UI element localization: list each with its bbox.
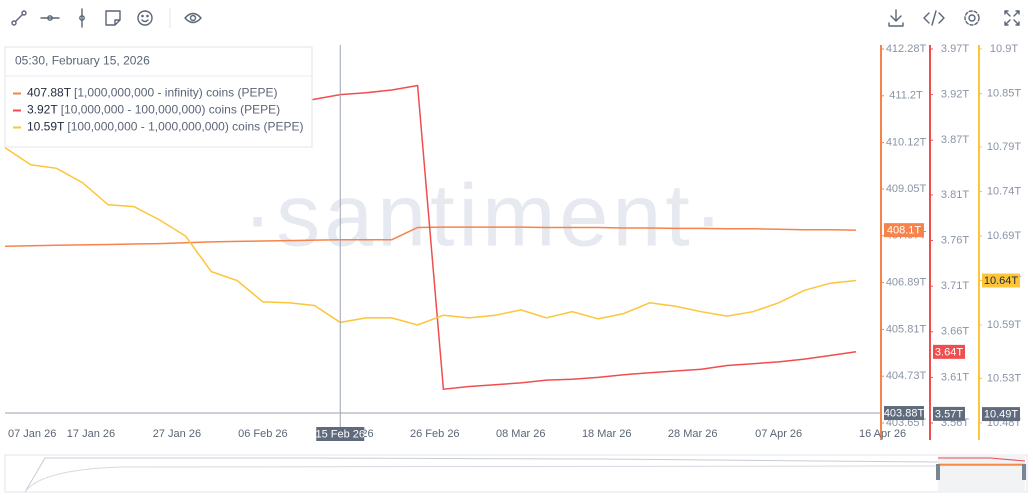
crosshair-x-label: 15 Feb 26 xyxy=(315,428,365,440)
y-tick-label: 3.81T xyxy=(941,189,969,201)
y-tick-label: 412.28T xyxy=(886,43,927,55)
crosshair-value-label: 403.88T xyxy=(884,407,925,419)
last-value-label: 408.1T xyxy=(887,225,922,237)
navigator-frame xyxy=(4,454,1028,493)
embed-button[interactable] xyxy=(923,10,945,26)
series-line xyxy=(4,147,857,326)
settings-button[interactable] xyxy=(964,10,980,26)
tooltip-box xyxy=(4,46,313,148)
y-tick-label: 3.97T xyxy=(941,43,969,55)
x-tick-label: 28 Mar 26 xyxy=(668,428,718,440)
toolbar xyxy=(11,8,1020,28)
series-line xyxy=(4,226,857,247)
y-tick-label: 10.69T xyxy=(987,230,1022,242)
tooltip-value: 407.88T xyxy=(27,86,72,100)
crosshair-value-label-badge xyxy=(982,407,1020,422)
x-tick-label: 08 Mar 26 xyxy=(496,428,546,440)
y-tick-label: 410.12T xyxy=(886,137,927,149)
y-tick-label: 10.59T xyxy=(987,319,1022,331)
y-tick-label: 3.61T xyxy=(941,371,969,383)
y-tick-label: 10.9T xyxy=(990,43,1018,55)
y-tick-label: 3.92T xyxy=(941,89,969,101)
note-tool[interactable] xyxy=(105,10,121,26)
x-tick-label: 16 Apr 26 xyxy=(859,428,906,440)
y-tick-label: 406.89T xyxy=(886,276,927,288)
tooltip-series-name: [100,000,000 - 1,000,000,000) coins (PEP… xyxy=(67,120,303,134)
horizontal-line-tool[interactable] xyxy=(40,15,60,21)
tooltip-row: 3.92T [10,000,000 - 100,000,000) coins (P… xyxy=(27,103,280,117)
fullscreen-button[interactable] xyxy=(1004,10,1020,26)
y-tick-label: 3.71T xyxy=(941,280,969,292)
tooltip-value: 3.92T xyxy=(27,103,58,117)
crosshair-value-label-badge xyxy=(884,406,924,421)
crosshair-value-label: 10.49T xyxy=(984,409,1019,421)
crosshair-value-label: 3.57T xyxy=(935,408,963,420)
tooltip: 05:30, February 15, 2026 407.88T [1,000,00… xyxy=(4,46,313,148)
tooltip-series-name: [1,000,000,000 - infinity) coins (PEPE) xyxy=(74,86,277,100)
tooltip-title: 05:30, February 15, 2026 xyxy=(15,54,150,68)
tooltip-row: 407.88T [1,000,000,000 - infinity) coins … xyxy=(27,86,277,100)
y-tick-label: 411.2T xyxy=(889,90,923,102)
visibility-toggle[interactable] xyxy=(184,12,202,24)
x-tick-label: 27 Jan 26 xyxy=(153,428,201,440)
y-tick-label: 405.81T xyxy=(886,323,927,335)
navigator-line xyxy=(24,465,939,493)
x-tick-label: 17 Jan 26 xyxy=(67,428,115,440)
navigator-handle[interactable] xyxy=(1022,464,1026,480)
y-tick-label: 10.53T xyxy=(987,372,1022,384)
y-tick-label: 10.79T xyxy=(987,141,1022,153)
navigator-line xyxy=(938,457,1026,466)
tooltip-series-name: [10,000,000 - 100,000,000) coins (PEPE) xyxy=(61,103,280,117)
navigator-selection[interactable] xyxy=(938,455,1025,492)
x-tick-label: 18 Mar 26 xyxy=(582,428,632,440)
last-value-label-badge xyxy=(884,223,924,238)
download-button[interactable] xyxy=(888,9,904,27)
y-tick-label: 3.66T xyxy=(941,326,969,338)
crosshair-value-label-badge xyxy=(933,406,965,421)
x-tick-label: 07 Jan 26 xyxy=(8,428,56,440)
tooltip-value: 10.59T xyxy=(27,120,65,134)
emoji-tool[interactable] xyxy=(137,10,153,26)
y-tick-label: 10.74T xyxy=(987,185,1022,197)
last-value-label-badge xyxy=(933,344,965,359)
watermark: ·santiment· xyxy=(243,165,727,264)
crosshair-x-badge xyxy=(316,427,365,441)
x-tick-label: 26 Feb 26 xyxy=(410,428,460,440)
vertical-line-tool[interactable] xyxy=(79,8,85,28)
navigator-handle[interactable] xyxy=(936,464,940,480)
y-tick-label: 409.05T xyxy=(886,183,927,195)
y-tick-label: 404.73T xyxy=(886,370,927,382)
x-tick-label: 06 Feb 26 xyxy=(238,428,288,440)
last-value-label: 3.64T xyxy=(935,346,963,358)
last-value-label: 10.64T xyxy=(984,275,1019,287)
navigator xyxy=(4,454,1028,493)
y-tick-label: 3.87T xyxy=(941,134,969,146)
tooltip-row: 10.59T [100,000,000 - 1,000,000,000) coin… xyxy=(27,120,304,134)
y-tick-label: 3.76T xyxy=(941,234,969,246)
line-tool[interactable] xyxy=(11,10,27,26)
x-tick-label: 07 Apr 26 xyxy=(755,428,802,440)
y-tick-label: 10.85T xyxy=(987,87,1022,99)
navigator-line xyxy=(24,457,939,493)
last-value-label-badge xyxy=(982,273,1020,288)
